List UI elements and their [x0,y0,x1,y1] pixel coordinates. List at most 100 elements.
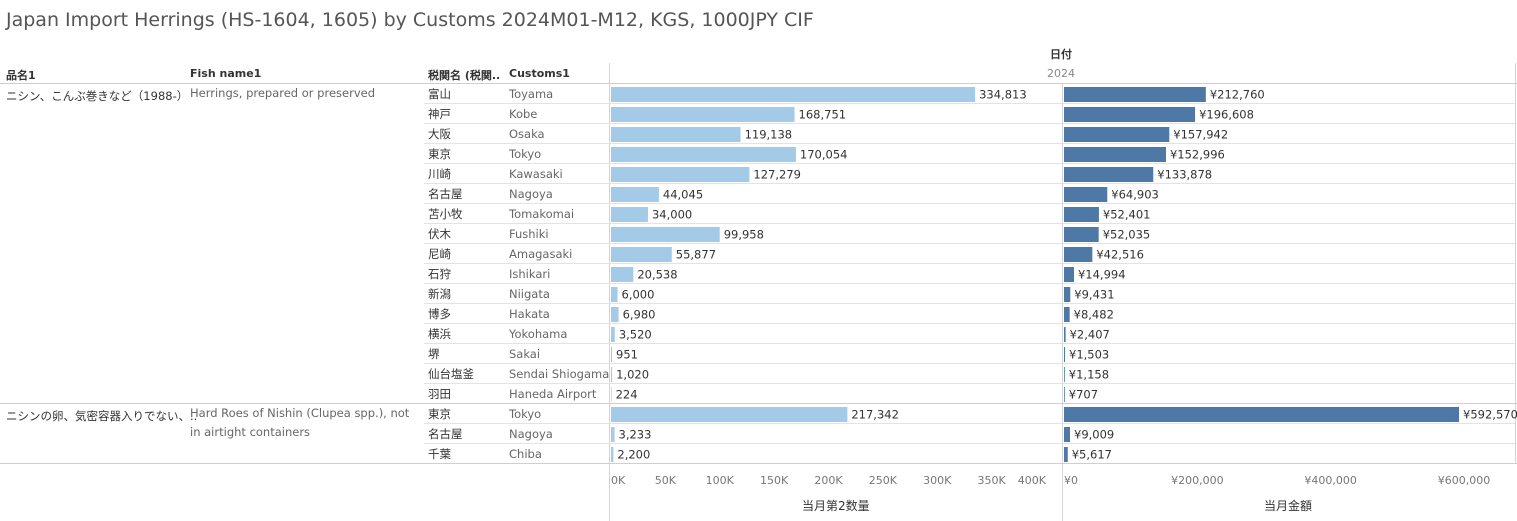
value-bar [1064,107,1196,122]
customs-name-en: Fushiki [509,227,549,241]
group-separator [0,403,1517,404]
customs-name-jp: 名古屋 [428,427,463,441]
value-label: ¥133,878 [1157,168,1212,182]
row-separator [424,123,1515,124]
quantity-label: 20,538 [637,268,677,282]
column-header-name-en[interactable]: Fish name1 [190,67,262,80]
customs-name-en: Ishikari [509,267,551,281]
quantity-label: 170,054 [800,148,848,162]
row-separator [424,143,1515,144]
value-bar [1064,387,1065,402]
quantity-axis-title: 当月第2数量 [802,499,870,513]
customs-name-jp: 東京 [428,147,451,161]
quantity-label: 6,980 [623,308,656,322]
customs-name-jp: 富山 [428,87,451,101]
value-label: ¥64,903 [1111,188,1159,202]
row-separator [424,223,1515,224]
value-axis-tick: ¥600,000 [1438,474,1491,487]
quantity-axis-tick: 200K [814,474,843,487]
value-label: ¥52,401 [1103,208,1151,222]
customs-name-jp: 苫小牧 [428,207,463,221]
quantity-label: 119,138 [745,128,793,142]
value-bar [1064,367,1065,382]
group-name-en: Herrings, prepared or preserved [190,86,376,100]
value-label: ¥9,431 [1074,288,1114,302]
row-separator [424,263,1515,264]
quantity-label: 1,020 [616,368,649,382]
value-bar [1064,447,1068,462]
quantity-bar [611,387,612,402]
customs-name-en: Toyama [509,87,554,101]
customs-name-en: Tokyo [509,407,542,421]
quantity-axis-tick: 300K [923,474,952,487]
customs-name-en: Haneda Airport [509,387,597,401]
value-bar [1064,187,1108,202]
quantity-label: 99,958 [724,228,764,242]
quantity-label: 34,000 [652,208,692,222]
quantity-label: 224 [616,388,638,402]
customs-name-en: Hakata [509,307,550,321]
value-label: ¥592,570 [1463,408,1517,422]
value-label: ¥196,608 [1199,108,1254,122]
customs-name-en: Tomakomai [509,207,575,221]
customs-name-en: Yokohama [509,327,568,341]
customs-name-en: Nagoya [509,427,553,441]
quantity-label: 44,045 [663,188,703,202]
customs-name-jp: 博多 [428,307,451,321]
customs-name-jp: 石狩 [428,267,451,281]
quantity-bar [611,147,796,162]
quantity-axis-tick: 250K [869,474,898,487]
quantity-axis-tick: 0K [611,474,626,487]
row-separator [424,423,1515,424]
quantity-bar [611,167,750,182]
quantity-label: 127,279 [753,168,801,182]
quantity-bar [611,327,615,342]
row-separator [424,283,1515,284]
customs-name-en: Amagasaki [509,247,573,261]
value-bar [1064,307,1070,322]
customs-name-jp: 大阪 [428,127,451,141]
customs-name-en: Kobe [509,107,538,121]
value-label: ¥2,407 [1070,328,1110,342]
value-axis-tick: ¥0 [1064,474,1078,487]
customs-name-en: Osaka [509,127,545,141]
quantity-bar [611,207,648,222]
quantity-bar [611,247,672,262]
value-bar [1064,407,1460,422]
value-bar [1064,347,1066,362]
quantity-label: 217,342 [851,408,899,422]
column-header-name-jp[interactable]: 品名1 [6,69,36,82]
customs-name-jp: 神戸 [428,107,451,121]
value-bar [1064,427,1071,442]
value-bar [1064,247,1093,262]
group-name-jp: ニシンの卵、気密容器入りでない、.. [6,409,198,423]
quantity-axis-tick: 400K [1018,474,1047,487]
row-separator [424,303,1515,304]
quantity-label: 55,877 [676,248,716,262]
group-separator [0,463,1517,464]
customs-name-jp: 伏木 [428,227,451,241]
column-header-customs-en[interactable]: Customs1 [509,67,570,80]
quantity-bar [611,87,976,102]
quantity-bar [611,287,618,302]
customs-name-en: Nagoya [509,187,553,201]
value-axis-tick: ¥200,000 [1171,474,1224,487]
value-bar [1064,127,1170,142]
customs-name-en: Chiba [509,447,542,461]
customs-name-jp: 羽田 [428,387,451,401]
value-bar [1064,87,1206,102]
quantity-label: 168,751 [799,108,847,122]
row-separator [424,103,1515,104]
quantity-axis-tick: 150K [760,474,789,487]
quantity-bar [611,447,614,462]
customs-name-jp: 横浜 [428,327,451,341]
quantity-bar [611,227,720,242]
pane-divider-left [609,63,610,521]
quantity-bar [611,427,615,442]
row-separator [424,243,1515,244]
value-label: ¥1,158 [1069,368,1109,382]
value-bar [1064,207,1099,222]
value-bar [1064,227,1099,242]
column-header-customs-jp[interactable]: 税関名 (税関.. [428,69,501,82]
row-separator [424,343,1515,344]
